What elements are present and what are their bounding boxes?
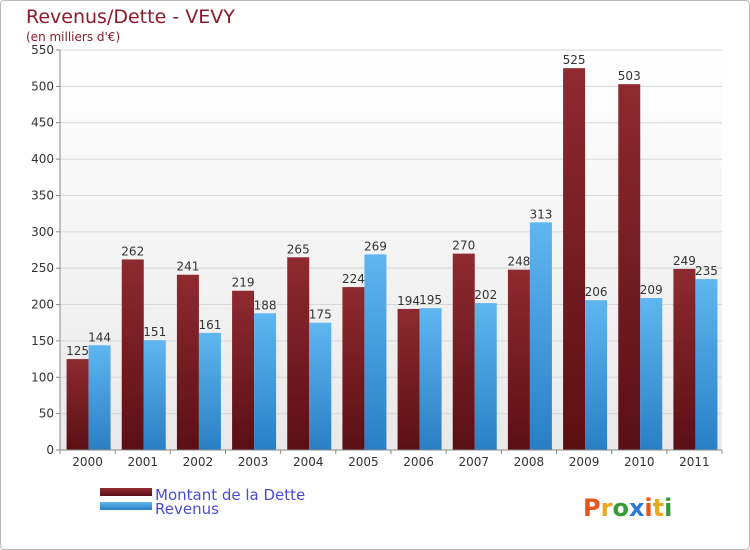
data-label-revenue: 313 [529, 207, 552, 221]
legend-label-revenue: Revenus [155, 500, 219, 518]
x-tick-label: 2005 [348, 455, 379, 469]
data-label-revenue: 202 [474, 288, 497, 302]
y-tick-label: 100 [31, 370, 54, 384]
proxiti-logo: Proxiti [583, 494, 672, 522]
y-tick-label: 550 [31, 43, 54, 57]
legend: Montant de la Dette Revenus [100, 486, 305, 518]
x-tick-label: 2007 [458, 455, 489, 469]
x-tick-label: 2000 [72, 455, 103, 469]
data-label-revenue: 206 [585, 285, 608, 299]
legend-label-debt: Montant de la Dette [155, 486, 305, 504]
x-tick-label: 2006 [403, 455, 434, 469]
y-tick-label: 450 [31, 116, 54, 130]
data-label-debt: 248 [507, 255, 530, 269]
bar-revenue [254, 313, 277, 450]
gridlines [60, 49, 722, 451]
bar-revenue [585, 300, 608, 450]
data-label-revenue: 151 [143, 325, 166, 339]
bar-debt [121, 259, 144, 450]
data-label-debt: 503 [618, 69, 641, 83]
bar-debt [397, 308, 420, 450]
bar-debt [176, 274, 199, 450]
bar-revenue [419, 308, 442, 450]
bar-debt [673, 268, 696, 450]
x-tick-label: 2002 [183, 455, 214, 469]
y-axis: 0 50 100 150 200 250 300 350 400 450 500 550 [31, 43, 61, 457]
y-tick-label: 350 [31, 188, 54, 202]
data-label-debt: 270 [452, 239, 475, 253]
data-label-debt: 125 [66, 344, 89, 358]
bar-revenue [695, 279, 718, 450]
data-label-debt: 219 [232, 276, 255, 290]
bar-revenue [198, 332, 221, 450]
bar-revenue [529, 222, 552, 450]
y-tick-label: 400 [31, 152, 54, 166]
y-tick-label: 0 [46, 443, 54, 457]
y-tick-label: 500 [31, 79, 54, 93]
x-tick-label: 2003 [238, 455, 269, 469]
y-tick-label: 200 [31, 298, 54, 312]
data-label-debt: 265 [287, 242, 310, 256]
legend-swatch-revenue [100, 502, 152, 510]
legend-swatch-debt [100, 488, 152, 496]
data-label-debt: 194 [397, 294, 420, 308]
y-tick-label: 50 [39, 407, 54, 421]
bar-debt [287, 257, 310, 450]
data-label-revenue: 269 [364, 239, 387, 253]
logo-text: Proxiti [583, 494, 672, 522]
bar-debt [618, 84, 641, 450]
x-tick-label: 2011 [679, 455, 710, 469]
data-label-revenue: 195 [419, 293, 442, 307]
bar-revenue [88, 345, 111, 450]
data-label-debt: 525 [563, 53, 586, 67]
bar-debt [342, 287, 365, 450]
data-label-revenue: 175 [309, 308, 332, 322]
x-tick-label: 2009 [569, 455, 600, 469]
data-label-revenue: 188 [254, 298, 277, 312]
x-tick-label: 2001 [127, 455, 158, 469]
bar-debt [66, 359, 89, 450]
chart-subtitle: (en milliers d'€) [26, 30, 120, 44]
x-tick-label: 2004 [293, 455, 324, 469]
bar-revenue [474, 303, 497, 450]
data-label-debt: 224 [342, 272, 365, 286]
bar-revenue [640, 298, 663, 450]
y-tick-label: 150 [31, 334, 54, 348]
x-tick-label: 2008 [514, 455, 545, 469]
data-label-debt: 249 [673, 254, 696, 268]
bar-debt [563, 68, 586, 450]
data-label-debt: 262 [121, 244, 144, 258]
y-tick-label: 300 [31, 225, 54, 239]
bar-debt [232, 290, 255, 450]
chart-title: Revenus/Dette - VEVY [26, 6, 235, 28]
bar-revenue [364, 254, 387, 450]
bar-revenue [309, 322, 332, 450]
bar-revenue [143, 340, 166, 450]
data-label-revenue: 161 [198, 318, 221, 332]
data-label-revenue: 144 [88, 330, 111, 344]
bar-debt [452, 253, 475, 450]
data-label-debt: 241 [176, 260, 199, 274]
x-axis: 2000 2001 2002 2003 2004 2005 2006 2007 2008 2009… [59, 449, 723, 469]
plot-area [60, 50, 722, 450]
data-label-revenue: 235 [695, 264, 718, 278]
y-tick-label: 250 [31, 261, 54, 275]
x-tick-label: 2010 [624, 455, 655, 469]
data-label-revenue: 209 [640, 283, 663, 297]
bar-debt [507, 269, 530, 450]
